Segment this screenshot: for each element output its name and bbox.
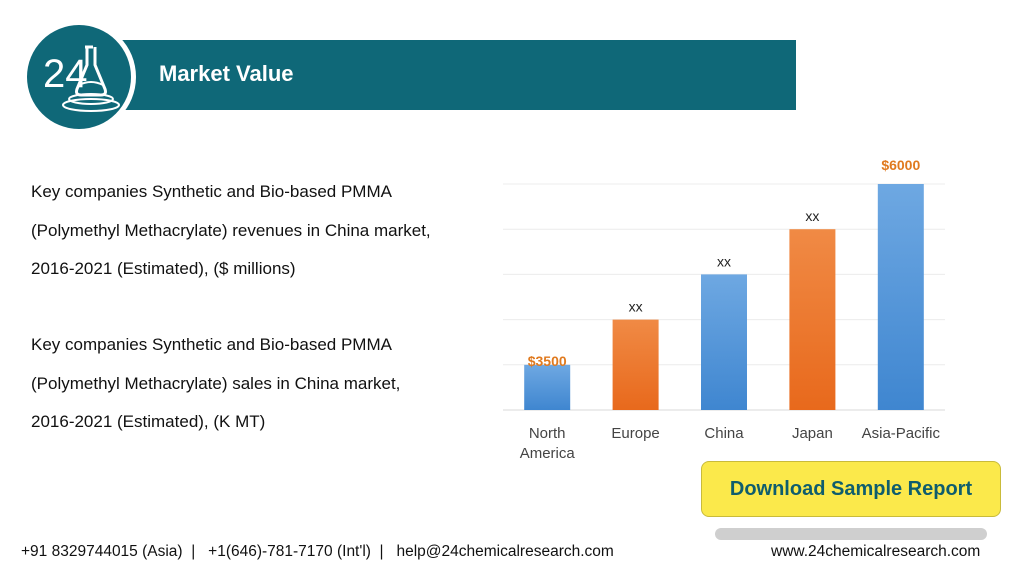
bar-europe <box>612 319 659 410</box>
description-line: (Polymethyl Methacrylate) sales in China… <box>31 373 401 393</box>
bar-japan <box>789 229 836 410</box>
data-label: xx <box>805 208 819 224</box>
bar-asia-pacific <box>877 184 924 410</box>
description-line: 2016-2021 (Estimated), ($ millions) <box>31 259 296 278</box>
data-label: $3500 <box>528 353 567 369</box>
description-line: 2016-2021 (Estimated), (K MT) <box>31 412 266 431</box>
footer-contact-text: +91 8329744015 (Asia) | +1(646)-781-7170… <box>21 543 614 560</box>
bar-china <box>701 274 747 410</box>
header-bar <box>80 40 796 110</box>
data-label: xx <box>629 299 643 315</box>
logo-badge <box>27 25 131 129</box>
button-shadow <box>715 528 987 540</box>
x-tick-label: Japan <box>792 425 833 442</box>
logo-text: 24 <box>43 52 88 96</box>
flask-logo-icon: 24 <box>43 45 120 112</box>
bar-north-america <box>524 364 571 410</box>
footer-website-link[interactable]: www.24chemicalresearch.com <box>771 543 981 560</box>
download-sample-report-button[interactable]: Download Sample Report <box>701 461 1001 517</box>
description-line: Key companies Synthetic and Bio-based PM… <box>31 182 392 201</box>
x-tick-label: North <box>529 425 566 442</box>
revenue-description: Key companies Synthetic and Bio-based PM… <box>31 173 501 289</box>
data-label: $6000 <box>881 157 920 173</box>
x-tick-label: China <box>704 425 744 442</box>
description-line: Key companies Synthetic and Bio-based PM… <box>31 335 392 354</box>
data-label: xx <box>717 253 731 269</box>
x-tick-label: Europe <box>611 425 659 442</box>
footer-contact: +91 8329744015 (Asia) | +1(646)-781-7170… <box>21 543 614 561</box>
sales-description: Key companies Synthetic and Bio-based PM… <box>31 326 501 442</box>
page-title: Market Value <box>159 61 294 86</box>
x-tick-label: Asia-Pacific <box>862 425 941 442</box>
description-line: (Polymethyl Methacrylate) revenues in Ch… <box>31 220 431 240</box>
x-tick-label: America <box>520 445 576 462</box>
